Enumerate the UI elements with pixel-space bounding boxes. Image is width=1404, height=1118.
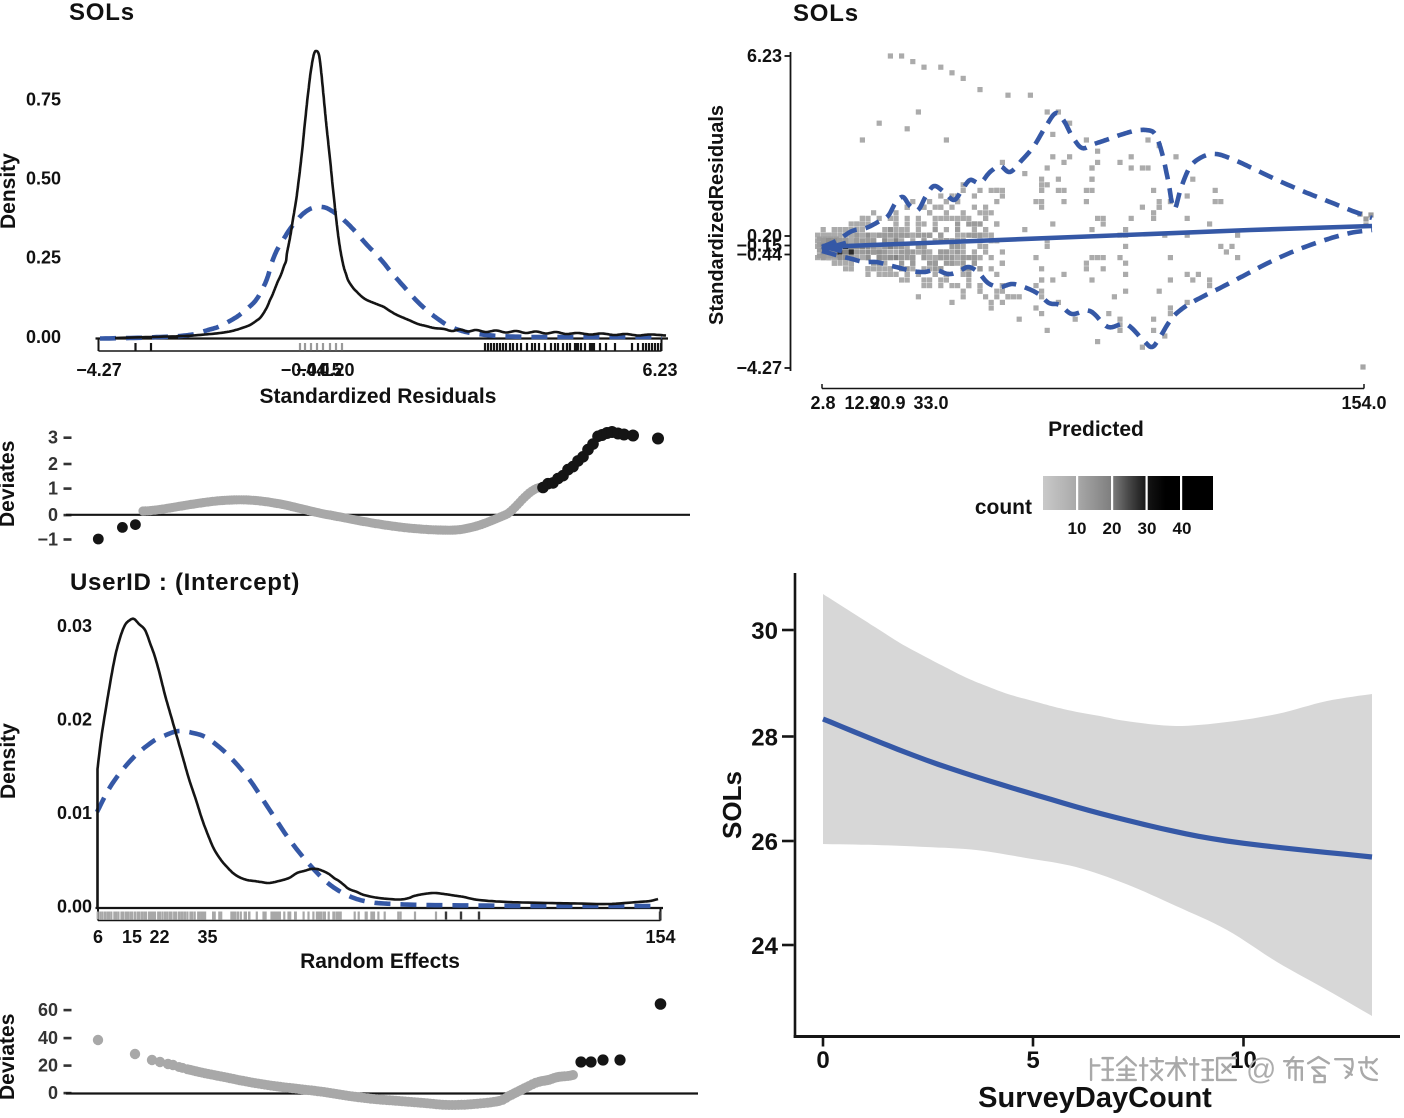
svg-text:3: 3 [48,428,58,448]
svg-text:6: 6 [93,927,103,947]
svg-text:15: 15 [122,927,142,947]
svg-text:−1: −1 [37,529,58,549]
svg-text:1: 1 [48,479,58,499]
svg-text:−0.15: −0.15 [736,236,782,256]
svg-text:−4.27: −4.27 [76,360,122,380]
svg-text:10: 10 [1230,1047,1257,1074]
svg-text:0.75: 0.75 [26,90,61,110]
svg-text:UserID : (Intercept): UserID : (Intercept) [70,569,300,596]
svg-text:0.50: 0.50 [26,169,61,189]
svg-text:24: 24 [751,933,778,960]
svg-text:0.00: 0.00 [26,327,61,347]
svg-text:0.00: 0.00 [57,897,92,917]
svg-text:2.8: 2.8 [810,393,835,413]
svg-text:0: 0 [48,505,58,525]
svg-text:0.03: 0.03 [57,616,92,636]
svg-text:Predicted: Predicted [1048,418,1144,441]
svg-text:@: @ [1246,1053,1276,1086]
svg-text:33.0: 33.0 [913,393,948,413]
svg-text:28: 28 [751,725,778,752]
svg-text:20.9: 20.9 [870,393,905,413]
svg-text:Standardized Residuals: Standardized Residuals [260,385,497,408]
svg-text:0.25: 0.25 [26,248,61,268]
svg-text:30: 30 [751,618,778,645]
svg-text:Deviates: Deviates [0,441,19,527]
svg-text:60: 60 [38,1000,58,1020]
svg-text:2: 2 [48,454,58,474]
svg-text:count: count [975,496,1032,519]
svg-text:26: 26 [751,829,778,856]
svg-text:Density: Density [0,723,20,799]
svg-text:30: 30 [1138,519,1157,538]
svg-text:12.9: 12.9 [844,393,879,413]
svg-text:−0.15: −0.15 [296,360,342,380]
svg-text:SurveyDayCount: SurveyDayCount [978,1082,1212,1113]
svg-text:0: 0 [816,1047,829,1074]
svg-text:−0.44: −0.44 [736,245,782,265]
svg-text:154.0: 154.0 [1341,393,1386,413]
svg-text:20: 20 [38,1056,58,1076]
svg-text:6.23: 6.23 [747,46,782,66]
svg-text:Density: Density [0,153,20,229]
svg-text:0: 0 [48,1083,58,1103]
svg-text:35: 35 [197,927,217,947]
svg-text:10: 10 [1068,519,1087,538]
svg-text:22: 22 [149,927,169,947]
svg-text:154: 154 [645,927,675,947]
svg-text:Deviates: Deviates [0,1014,19,1100]
svg-text:0.02: 0.02 [57,710,92,730]
svg-text:0.20: 0.20 [319,360,354,380]
svg-text:−0.44: −0.44 [281,360,327,380]
svg-text:SOLs: SOLs [69,0,135,26]
svg-text:Random Effects: Random Effects [300,950,460,973]
svg-text:6.23: 6.23 [642,360,677,380]
svg-text:StandardizedResiduals: StandardizedResiduals [706,105,728,325]
svg-text:−4.27: −4.27 [736,358,782,378]
svg-text:0.01: 0.01 [57,803,92,823]
svg-text:40: 40 [1173,519,1192,538]
svg-text:SOLs: SOLs [717,771,747,839]
svg-text:40: 40 [38,1028,58,1048]
svg-text:20: 20 [1103,519,1122,538]
svg-text:5: 5 [1026,1047,1039,1074]
svg-text:0.20: 0.20 [747,226,782,246]
svg-text:SOLs: SOLs [793,0,859,27]
